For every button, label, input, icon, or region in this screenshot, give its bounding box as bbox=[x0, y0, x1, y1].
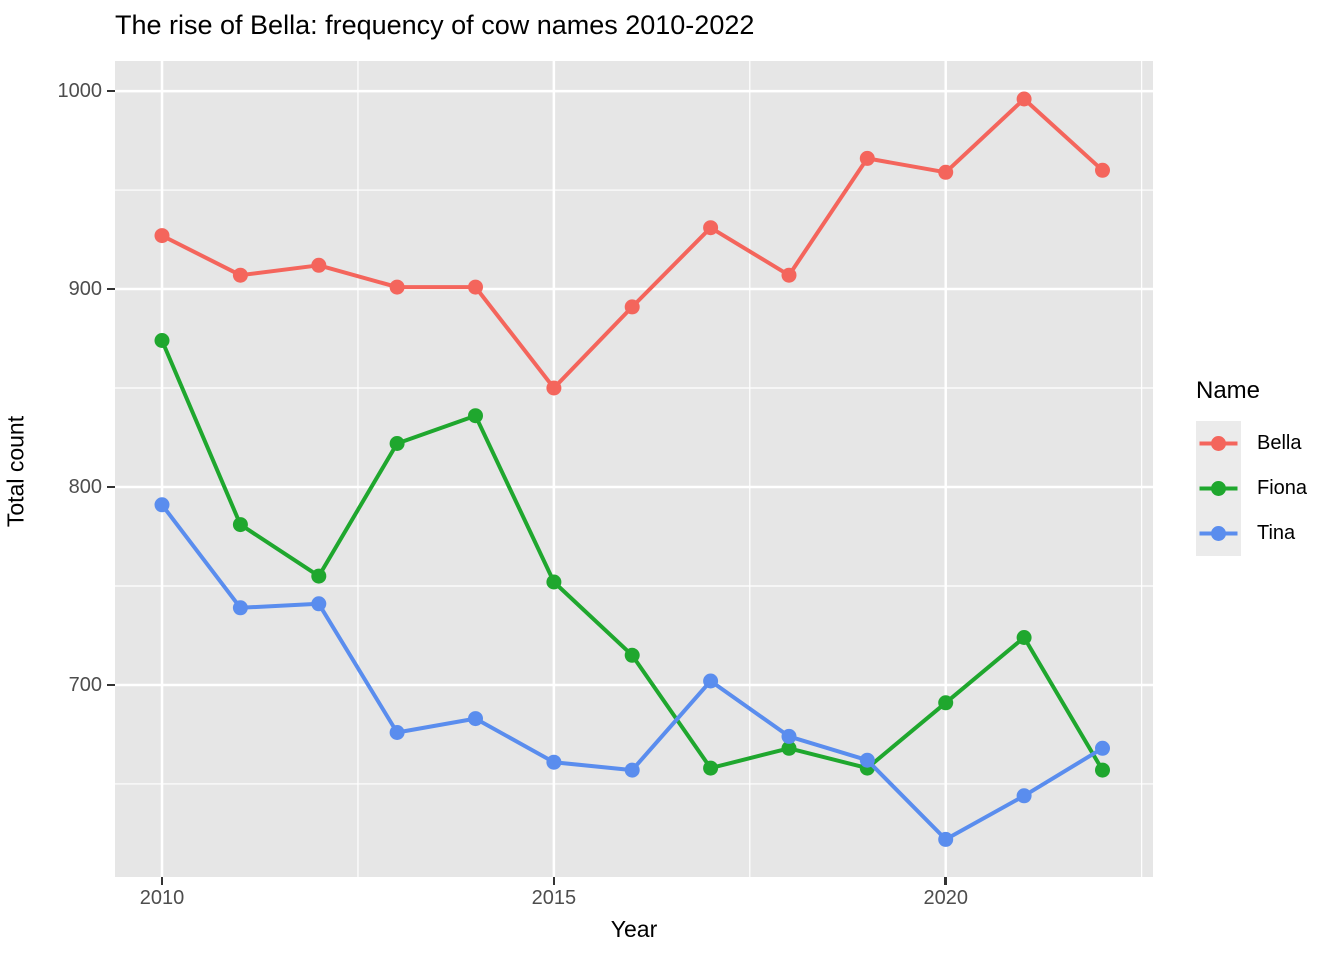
y-tick-label: 800 bbox=[68, 476, 102, 498]
point-tina-2012 bbox=[311, 596, 327, 612]
point-bella-2011 bbox=[232, 267, 248, 283]
plot-area-svg bbox=[115, 61, 1153, 877]
legend-title: Name bbox=[1196, 377, 1261, 404]
point-fiona-2021 bbox=[1016, 630, 1032, 645]
legend-item-tina: Tina bbox=[1196, 511, 1307, 556]
point-tina-2017 bbox=[703, 673, 719, 689]
point-bella-2019 bbox=[859, 150, 875, 166]
x-tick-label: 2015 bbox=[531, 887, 577, 909]
legend-label: Tina bbox=[1257, 522, 1296, 544]
y-tick-label: 900 bbox=[68, 278, 102, 301]
point-bella-2013 bbox=[389, 279, 405, 295]
point-tina-2011 bbox=[232, 600, 248, 616]
x-tick-label: 2010 bbox=[139, 887, 185, 909]
legend-key bbox=[1196, 511, 1241, 556]
point-tina-2020 bbox=[938, 831, 954, 847]
legend: Name Bella Fiona Tina bbox=[1196, 377, 1307, 556]
legend-swatch-icon bbox=[1199, 481, 1238, 496]
legend-item-bella: Bella bbox=[1196, 421, 1307, 466]
y-tick-mark bbox=[107, 683, 115, 687]
point-fiona-2022 bbox=[1095, 762, 1110, 778]
legend-key bbox=[1196, 466, 1241, 511]
chart-title: The rise of Bella: frequency of cow name… bbox=[115, 10, 755, 40]
point-tina-2021 bbox=[1016, 788, 1032, 804]
point-fiona-2013 bbox=[389, 436, 405, 451]
point-tina-2014 bbox=[468, 711, 483, 727]
point-fiona-2014 bbox=[468, 408, 483, 424]
point-fiona-2010 bbox=[154, 333, 170, 348]
point-fiona-2012 bbox=[311, 568, 327, 584]
legend-swatch-icon bbox=[1199, 436, 1238, 451]
plot-panel bbox=[115, 61, 1153, 877]
x-tick-label: 2020 bbox=[923, 887, 968, 909]
point-bella-2021 bbox=[1016, 91, 1032, 107]
point-tina-2019 bbox=[859, 752, 875, 768]
point-bella-2016 bbox=[624, 299, 640, 315]
point-tina-2016 bbox=[624, 762, 640, 778]
point-bella-2010 bbox=[154, 228, 170, 244]
point-tina-2022 bbox=[1095, 740, 1110, 756]
point-fiona-2020 bbox=[938, 695, 954, 711]
point-bella-2022 bbox=[1095, 162, 1110, 178]
legend-swatch-icon bbox=[1199, 526, 1238, 541]
point-bella-2017 bbox=[703, 220, 719, 236]
y-tick-label: 700 bbox=[68, 673, 102, 696]
series-line-fiona bbox=[160, 339, 1105, 772]
point-fiona-2015 bbox=[546, 574, 562, 590]
point-bella-2020 bbox=[938, 164, 954, 180]
x-axis-title: Year bbox=[610, 916, 658, 942]
y-tick-mark bbox=[107, 89, 115, 93]
point-fiona-2017 bbox=[703, 760, 719, 776]
legend-key bbox=[1196, 421, 1241, 466]
point-tina-2013 bbox=[389, 725, 405, 740]
point-bella-2014 bbox=[468, 279, 483, 295]
point-bella-2015 bbox=[546, 380, 562, 396]
point-bella-2018 bbox=[781, 267, 797, 283]
x-tick-mark bbox=[944, 877, 947, 885]
point-tina-2018 bbox=[781, 728, 797, 744]
y-axis-title: Total count bbox=[2, 415, 29, 528]
point-tina-2010 bbox=[154, 497, 170, 513]
legend-label: Bella bbox=[1257, 432, 1302, 454]
y-tick-mark bbox=[107, 287, 115, 291]
point-fiona-2018 bbox=[781, 740, 797, 756]
series-line-bella bbox=[161, 97, 1104, 390]
point-fiona-2016 bbox=[624, 647, 640, 663]
x-tick-mark bbox=[160, 877, 164, 885]
legend-item-fiona: Fiona bbox=[1196, 466, 1307, 511]
legend-label: Fiona bbox=[1257, 477, 1308, 499]
y-tick-mark bbox=[107, 485, 115, 489]
point-bella-2012 bbox=[311, 257, 327, 273]
point-fiona-2011 bbox=[232, 517, 248, 533]
legend-keys: Bella Fiona Tina bbox=[1196, 421, 1307, 556]
point-tina-2015 bbox=[546, 754, 562, 770]
series-line-tina bbox=[160, 503, 1104, 842]
x-tick-mark bbox=[552, 877, 556, 885]
y-tick-label: 1000 bbox=[57, 80, 103, 103]
